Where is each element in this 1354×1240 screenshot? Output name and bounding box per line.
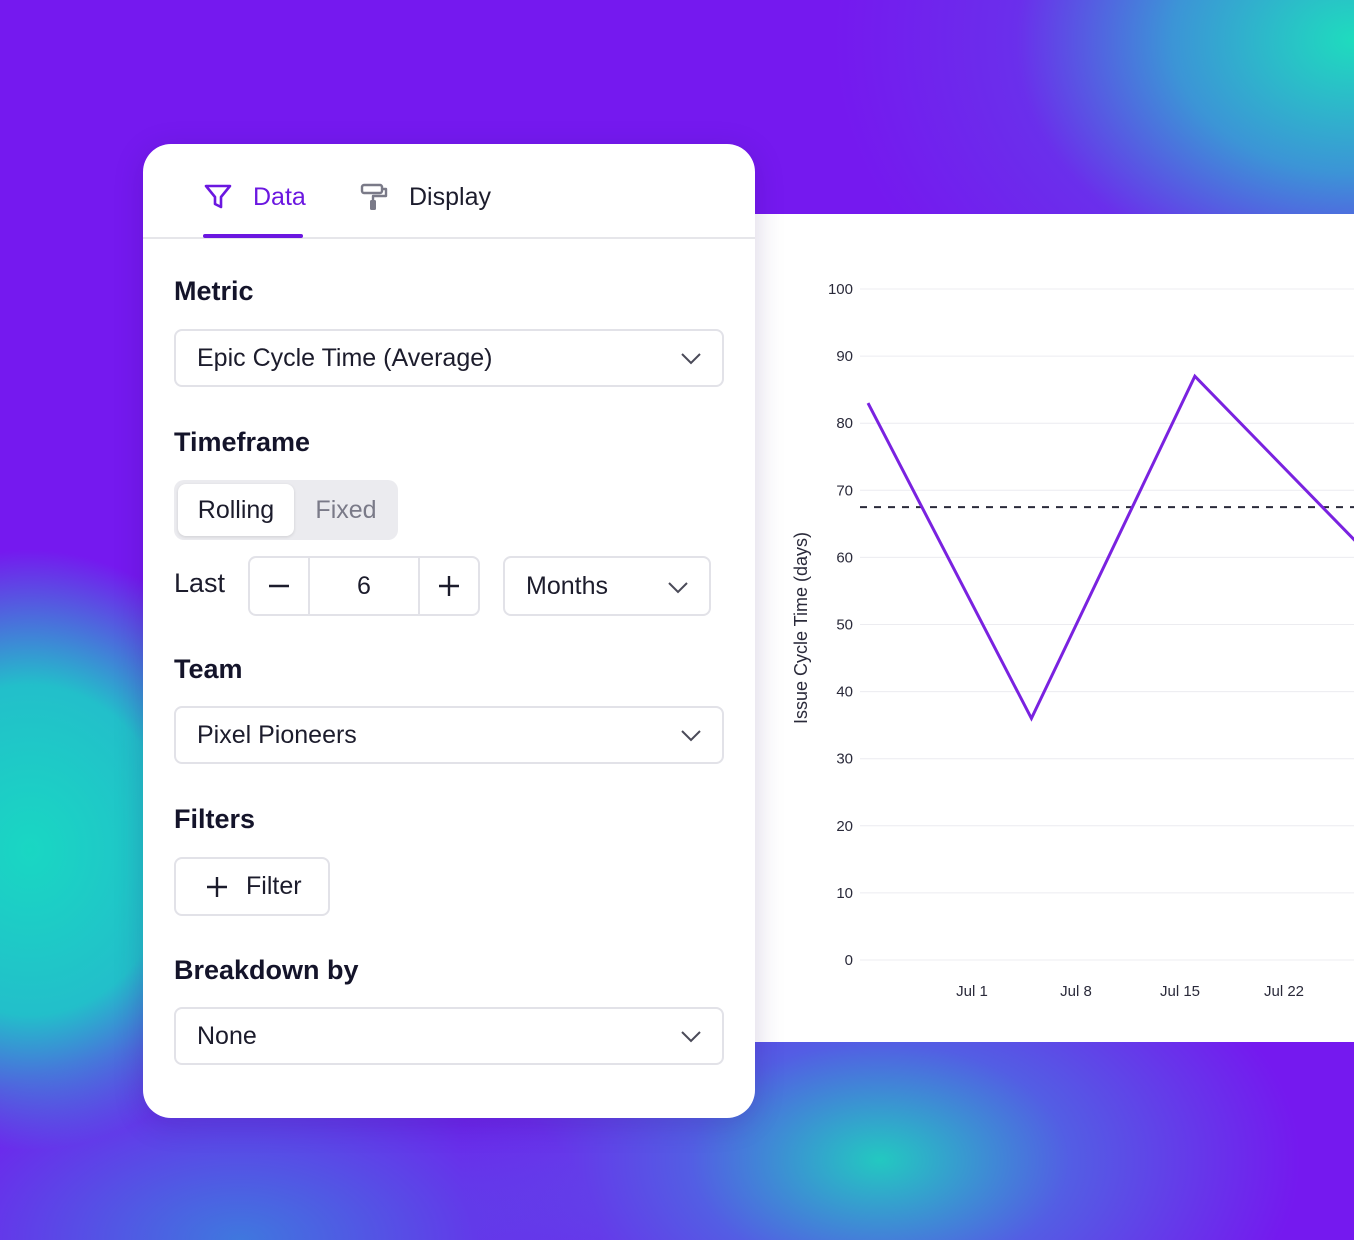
plus-icon: [207, 876, 227, 897]
team-label: Team: [174, 654, 243, 684]
add-filter-button[interactable]: Filter: [174, 857, 330, 916]
chevron-down-icon: [681, 1031, 701, 1043]
tab-data-label: Data: [253, 182, 306, 211]
team-select[interactable]: Pixel Pioneers: [174, 706, 724, 764]
plus-icon: [439, 576, 459, 596]
increment-button[interactable]: [418, 558, 478, 614]
chart-card: 0 10 20 30 40 50 60 70 80 90 100 Jul 1 Jul 8 Jul 15 J…: [740, 214, 1354, 1042]
timeframe-label: Timeframe: [174, 427, 311, 457]
filter-funnel-icon: [203, 182, 233, 212]
timeframe-count-stepper: 6: [248, 556, 480, 616]
y-tick-label: 90: [836, 348, 853, 365]
add-filter-label: Filter: [246, 872, 302, 900]
breakdown-label: Breakdown by: [174, 955, 359, 985]
tab-display-label: Display: [409, 182, 491, 211]
x-tick-label: Jul 1: [956, 983, 988, 1000]
settings-panel: Data Display Metric Epic Cycle Time (Ave…: [143, 144, 755, 1118]
timeframe-unit-value: Months: [526, 571, 608, 600]
tab-bar: Data Display: [143, 144, 755, 239]
metric-select-value: Epic Cycle Time (Average): [197, 343, 493, 372]
y-axis-label: Issue Cycle Time (days): [791, 532, 811, 724]
y-tick-label: 30: [836, 751, 853, 768]
tab-display[interactable]: Display: [359, 177, 491, 217]
rolling-option[interactable]: Rolling: [178, 484, 294, 536]
y-tick-label: 20: [836, 818, 853, 835]
y-tick-label: 40: [836, 684, 853, 701]
x-tick-label: Jul 15: [1160, 983, 1200, 1000]
x-tick-label: Jul 22: [1264, 983, 1304, 1000]
y-tick-label: 60: [836, 549, 853, 566]
y-tick-label: 50: [836, 617, 853, 634]
chevron-down-icon: [681, 353, 701, 365]
timeframe-mode-toggle: Rolling Fixed: [174, 480, 398, 540]
paint-roller-icon: [359, 182, 389, 212]
line-chart: 0 10 20 30 40 50 60 70 80 90 100 Jul 1 Jul 8 Jul 15 J…: [791, 281, 1354, 1000]
y-tick-label: 100: [828, 281, 853, 298]
active-tab-indicator: [203, 234, 303, 238]
series-line: [866, 373, 1354, 722]
chevron-down-icon: [668, 582, 688, 594]
breakdown-select[interactable]: None: [174, 1007, 724, 1065]
team-select-value: Pixel Pioneers: [197, 720, 357, 749]
y-tick-label: 80: [836, 415, 853, 432]
decrement-button[interactable]: [250, 558, 310, 614]
metric-select[interactable]: Epic Cycle Time (Average): [174, 329, 724, 387]
chevron-down-icon: [681, 730, 701, 742]
filters-label: Filters: [174, 804, 256, 834]
y-tick-label: 0: [845, 952, 853, 969]
count-value[interactable]: 6: [357, 571, 371, 600]
tab-data[interactable]: Data: [203, 177, 306, 217]
minus-icon: [269, 584, 289, 588]
y-tick-label: 70: [836, 482, 853, 499]
breakdown-select-value: None: [197, 1021, 257, 1050]
last-label: Last: [174, 568, 226, 598]
y-tick-label: 10: [836, 885, 853, 902]
timeframe-unit-select[interactable]: Months: [503, 556, 711, 616]
x-tick-label: Jul 8: [1060, 983, 1092, 1000]
metric-label: Metric: [174, 276, 254, 306]
fixed-option[interactable]: Fixed: [315, 495, 377, 524]
